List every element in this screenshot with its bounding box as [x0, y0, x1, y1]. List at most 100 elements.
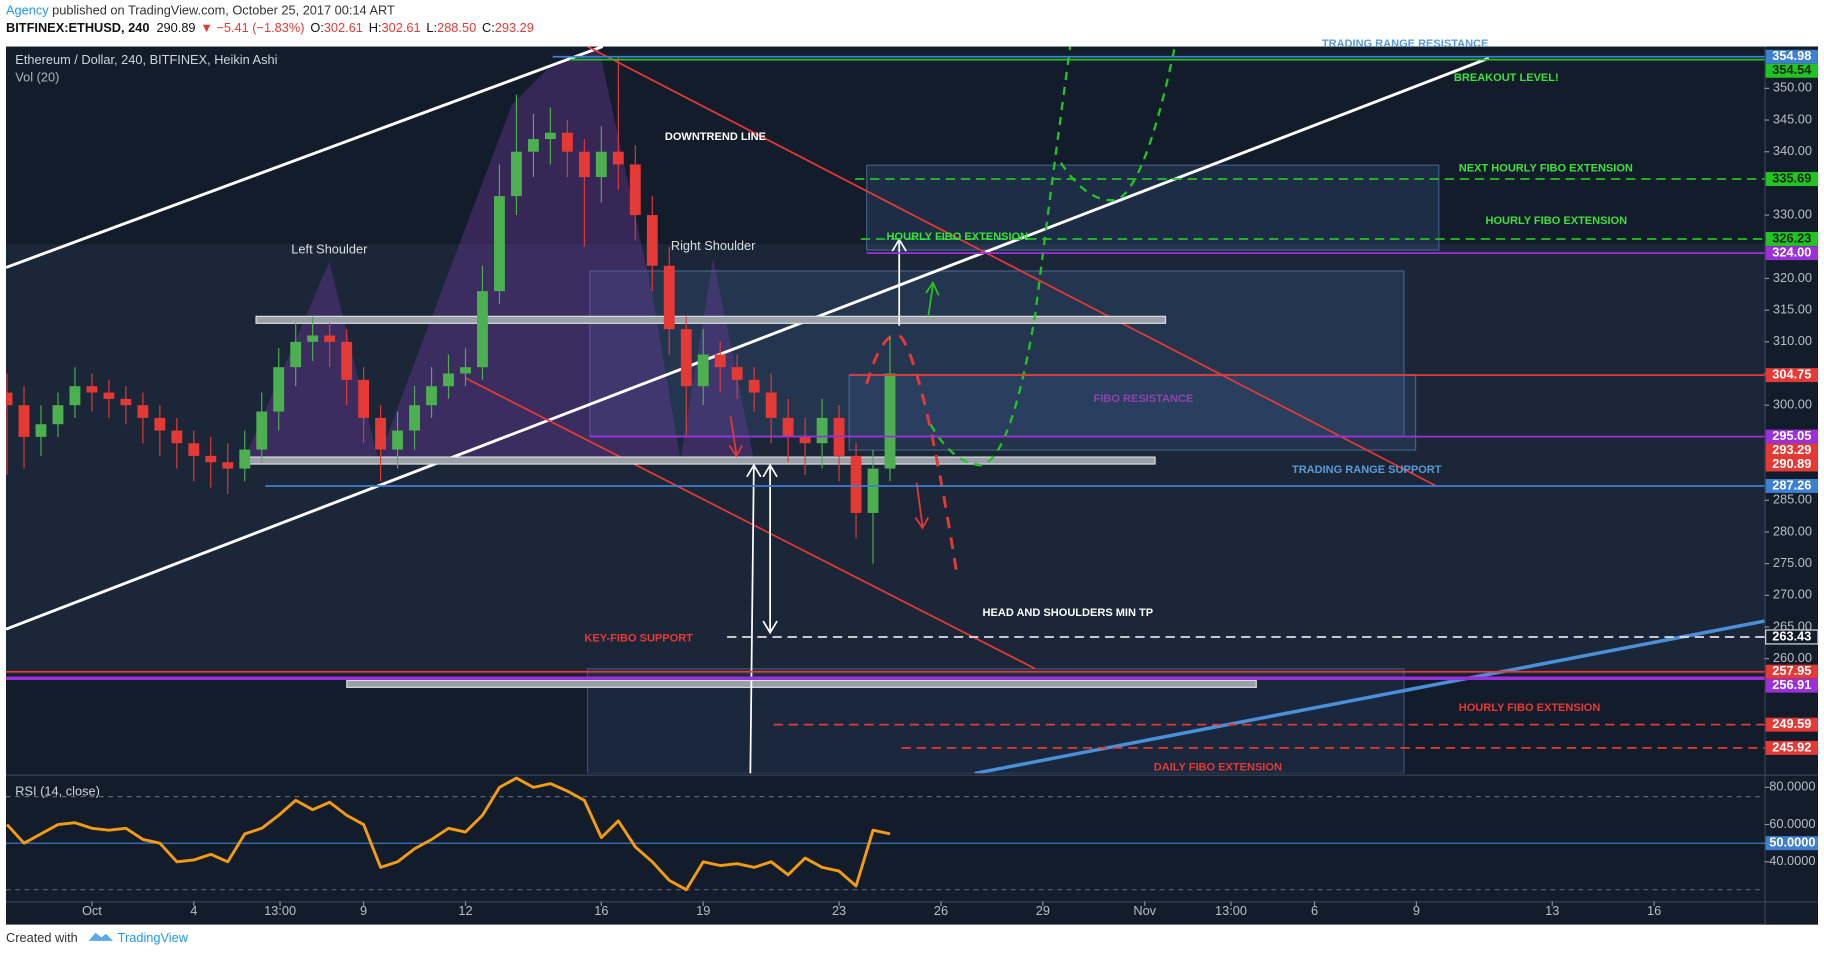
candle-body	[392, 430, 404, 450]
arrow	[925, 280, 940, 317]
candle-body	[205, 455, 217, 463]
rsi-tick-label: 40.0000	[1769, 853, 1815, 868]
drawings	[6, 46, 1765, 774]
candle-body	[680, 329, 692, 387]
candle-body	[375, 417, 387, 450]
footer-brand[interactable]: TradingView	[118, 930, 189, 945]
price-label-bg	[1765, 629, 1819, 645]
candle-body	[663, 265, 675, 330]
x-tick-label: 29	[1036, 903, 1050, 918]
x-tick-label: 19	[696, 903, 710, 918]
price-label-bg	[1765, 478, 1818, 493]
candle-body	[731, 367, 743, 380]
candle-body	[578, 151, 590, 178]
candle-body	[460, 367, 471, 374]
candle-body	[443, 373, 454, 387]
published: published on TradingView.com, October 25…	[52, 3, 395, 18]
price-label: 293.29	[1772, 442, 1811, 457]
candle-body	[561, 132, 573, 152]
annotation: TRADING RANGE RESISTANCE	[1322, 38, 1489, 50]
channel-line	[6, 46, 604, 269]
y-tick-label: 345.00	[1773, 111, 1812, 126]
y-tick-label: 275.00	[1773, 555, 1812, 570]
price-label: 354.54	[1772, 62, 1812, 77]
change: ▼ −5.41 (−1.83%)	[200, 20, 304, 35]
y-tick-label: 350.00	[1773, 80, 1812, 95]
y-tick-label: 340.00	[1773, 143, 1812, 158]
candle-body	[765, 392, 777, 418]
y-tick-label: 280.00	[1773, 523, 1812, 538]
price-label: 304.75	[1772, 366, 1811, 381]
price-label-bg	[1765, 49, 1818, 64]
y-tick-label: 315.00	[1773, 302, 1812, 317]
rsi-line	[5, 776, 891, 892]
annotation: BREAKOUT LEVEL!	[1454, 72, 1559, 84]
x-tick-label: 23	[832, 903, 846, 918]
ohlc-key: O:	[310, 20, 324, 35]
arrow	[746, 463, 762, 774]
candle-body	[494, 196, 505, 292]
candle-body	[646, 215, 658, 266]
candle-body	[697, 354, 709, 387]
price-label: 354.98	[1772, 48, 1811, 63]
annotation: FIBO RESISTANCE	[1094, 393, 1194, 405]
candle-body	[6, 392, 13, 406]
candle-body	[477, 291, 488, 368]
candle-body	[18, 405, 30, 437]
annotation: HOURLY FIBO EXTENSION	[1486, 215, 1628, 227]
arrow	[914, 482, 930, 530]
head	[378, 48, 681, 460]
price-label-bg	[1765, 717, 1818, 732]
publisher[interactable]: Agency	[6, 3, 49, 18]
annotation: Right Shoulder	[671, 238, 756, 253]
annotation: Left Shoulder	[291, 241, 368, 256]
candle-body	[527, 139, 539, 152]
chart-title: Ethereum / Dollar, 240, BITFINEX, Heikin…	[15, 52, 277, 67]
candle-body	[595, 151, 607, 178]
candle-body	[273, 367, 285, 412]
price-label-bg	[1765, 246, 1818, 261]
candle-body	[222, 462, 234, 469]
candle-body	[850, 455, 862, 513]
annotation: HOURLY FIBO EXTENSION	[1459, 702, 1601, 714]
candle-body	[239, 449, 251, 469]
rsi-tick-label: 50.0000	[1769, 835, 1815, 850]
price-label-bg	[1765, 740, 1818, 755]
candle-body	[867, 468, 879, 513]
rsi-tick-label: 80.0000	[1769, 779, 1815, 794]
candle-body	[884, 373, 896, 469]
price-label-bg	[1765, 443, 1818, 458]
candle-body	[799, 436, 811, 444]
rsi-label-bg	[1765, 836, 1818, 851]
price-label: 335.69	[1772, 170, 1811, 185]
logo	[88, 932, 114, 941]
price-label-bg	[1765, 429, 1818, 444]
candle-body	[69, 386, 81, 406]
candle-body	[816, 417, 828, 444]
candle-body	[307, 335, 319, 342]
candle-body	[612, 151, 624, 165]
y-tick-label: 260.00	[1773, 650, 1812, 665]
footer-created: Created with	[6, 930, 78, 945]
annotation: HEAD AND SHOULDERS MIN TP	[983, 607, 1154, 619]
volume-label: Vol (20)	[15, 69, 59, 84]
price-label-bg	[1765, 368, 1818, 383]
candle-body	[714, 354, 726, 368]
downtrend-line	[587, 46, 1437, 487]
price-label-bg	[1765, 63, 1818, 78]
price-label: 245.92	[1772, 739, 1811, 754]
candle-body	[35, 424, 47, 437]
y-tick-label: 285.00	[1773, 492, 1812, 507]
channel-line	[6, 56, 1490, 631]
candle-body	[511, 151, 522, 197]
projection	[1059, 46, 1176, 202]
price-label: 263.43	[1772, 628, 1811, 643]
candle-body	[341, 341, 353, 380]
x-tick-label: 26	[934, 903, 948, 918]
price-label: 295.05	[1772, 428, 1811, 443]
x-tick-label: 4	[190, 903, 197, 918]
candle-body	[748, 379, 760, 393]
y-tick-label: 300.00	[1773, 397, 1812, 412]
